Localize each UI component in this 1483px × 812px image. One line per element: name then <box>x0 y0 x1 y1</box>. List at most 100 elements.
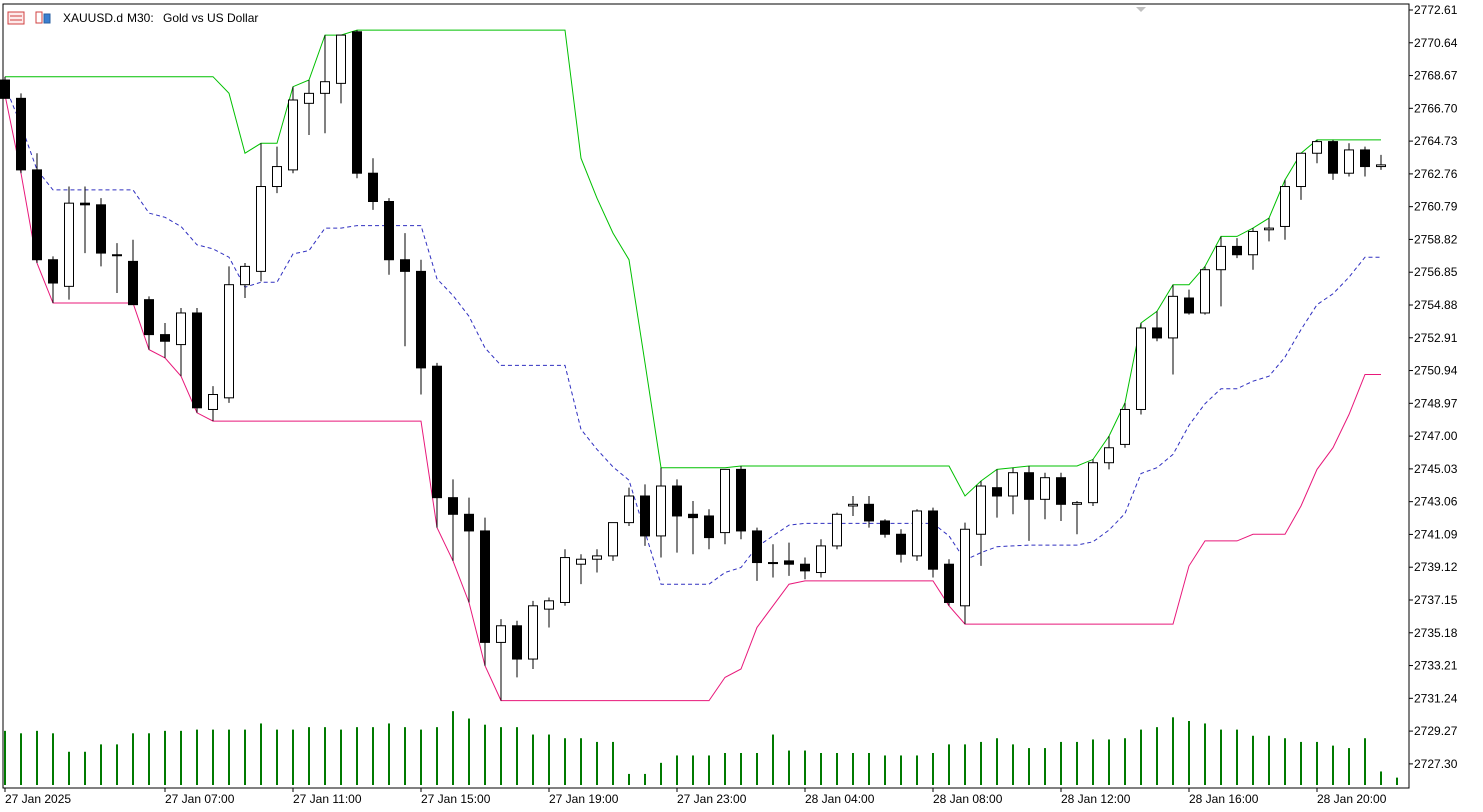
bear-candle-body <box>752 530 762 564</box>
candle <box>16 93 26 174</box>
candle <box>1248 228 1258 270</box>
candle <box>592 549 602 573</box>
bull-candle-body <box>848 503 858 507</box>
candle <box>656 467 666 558</box>
envelope-bands <box>4 29 1381 702</box>
bull-candle-body <box>1344 149 1354 174</box>
bear-candle-body <box>1056 477 1066 505</box>
candle <box>1264 218 1274 242</box>
bear-candle-body <box>640 495 650 537</box>
bull-candle-body <box>224 284 234 399</box>
candle <box>192 307 202 413</box>
candle <box>864 495 874 528</box>
y-tick-label: 2748.97 <box>1414 396 1458 410</box>
candle <box>720 468 730 545</box>
bear-candle-body <box>16 97 26 171</box>
chart-header: XAUUSD.d M30: Gold vs US Dollar <box>7 11 258 25</box>
chart-description: Gold vs US Dollar <box>163 11 258 25</box>
candle <box>928 507 938 578</box>
y-tick-label: 2733.21 <box>1414 659 1458 673</box>
bull-candle-body <box>624 495 634 524</box>
x-tick-label: 27 Jan 19:00 <box>549 792 619 806</box>
bars-icon[interactable] <box>35 11 51 24</box>
candle <box>1296 152 1306 200</box>
candle <box>640 484 650 546</box>
bull-candle-body <box>544 600 554 610</box>
candle <box>752 527 762 581</box>
candle <box>1088 459 1098 506</box>
bull-candle-body <box>240 265 250 286</box>
bull-candle-body <box>1120 408 1130 445</box>
candle <box>880 519 890 538</box>
candle <box>112 243 122 294</box>
chart-timeframe: M30: <box>127 11 154 25</box>
y-tick-label: 2737.15 <box>1414 593 1458 607</box>
bull-candle-body <box>272 166 282 188</box>
candle <box>96 198 106 267</box>
y-tick-label: 2760.79 <box>1414 200 1458 214</box>
bull-candle-body <box>608 522 618 557</box>
candle <box>32 153 42 264</box>
bull-candle-body <box>1248 230 1258 256</box>
candle <box>288 86 298 174</box>
bull-candle-body <box>112 254 122 257</box>
y-tick-label: 2768.67 <box>1414 69 1458 83</box>
candle <box>64 186 74 300</box>
bear-candle-body <box>144 299 154 336</box>
bear-candle-body <box>672 485 682 517</box>
candle <box>528 600 538 670</box>
plot-frame <box>2 3 1410 789</box>
candle <box>1280 179 1290 240</box>
bull-candle-body <box>1312 141 1322 154</box>
bull-candle-body <box>1280 186 1290 227</box>
candle <box>512 620 522 678</box>
candle <box>128 239 138 306</box>
bear-candle-body <box>880 520 890 535</box>
candle <box>704 509 714 550</box>
bear-candle-body <box>1232 245 1242 256</box>
bull-candle-body <box>320 81 330 94</box>
chart-symbol: XAUUSD.d <box>63 11 123 25</box>
bull-candle-body <box>176 312 186 346</box>
scroll-shift-marker-icon[interactable] <box>1136 7 1146 12</box>
candle <box>1312 139 1322 164</box>
bull-candle-body <box>1104 447 1114 464</box>
candle <box>736 466 746 540</box>
candle <box>1168 284 1178 375</box>
y-tick-label: 2745.03 <box>1414 462 1458 476</box>
candle <box>896 529 906 563</box>
candle <box>1072 500 1082 535</box>
bear-candle-body <box>864 503 874 522</box>
bull-candle-body <box>1376 164 1386 168</box>
bull-candle-body <box>336 34 346 84</box>
bull-candle-body <box>720 468 730 534</box>
candle <box>48 256 58 303</box>
x-tick-label: 28 Jan 04:00 <box>805 792 875 806</box>
bull-candle-body <box>256 186 266 272</box>
price-axis: 2772.61 2770.64 2768.67 2766.70 2764.73 2762.… <box>1409 3 1458 771</box>
candle <box>848 495 858 516</box>
x-tick-label: 28 Jan 12:00 <box>1061 792 1131 806</box>
candle <box>272 146 282 194</box>
bull-candle-body <box>496 625 506 643</box>
bear-candle-body <box>368 172 378 202</box>
bull-candle-body <box>528 605 538 660</box>
y-tick-label: 2731.24 <box>1414 691 1458 705</box>
bear-candle-body <box>160 334 170 342</box>
candle <box>912 509 922 561</box>
bull-candle-body <box>1088 462 1098 504</box>
y-tick-label: 2741.09 <box>1414 527 1458 541</box>
candle <box>1328 139 1338 180</box>
bear-candle-body <box>128 260 138 306</box>
bull-candle-body <box>1008 472 1018 497</box>
candle <box>624 487 634 526</box>
y-tick-label: 2770.64 <box>1414 36 1458 50</box>
y-tick-label: 2758.82 <box>1414 232 1458 246</box>
candle <box>672 479 682 553</box>
bull-candle-body <box>832 513 842 547</box>
chart-window-icon[interactable] <box>7 11 25 25</box>
bull-candle-body <box>304 92 314 104</box>
y-tick-label: 2752.91 <box>1414 331 1458 345</box>
bull-candle-body <box>1136 327 1146 410</box>
